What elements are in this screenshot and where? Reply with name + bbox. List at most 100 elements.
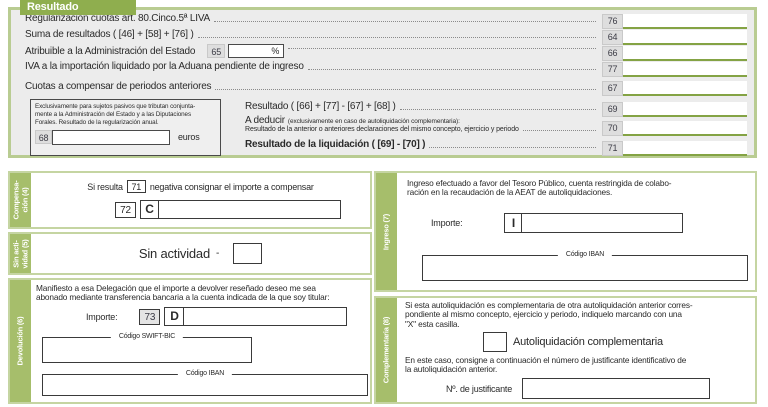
compensacion-vertical-label: Compensa- ción (4) bbox=[10, 180, 29, 220]
field-72-prefix: C bbox=[140, 200, 159, 219]
field-68-input[interactable] bbox=[52, 129, 170, 145]
ingreso-iban-input[interactable] bbox=[423, 256, 747, 280]
field-70-input[interactable] bbox=[623, 121, 747, 136]
percent-sign: % bbox=[271, 46, 280, 56]
row-atribuible-label: Atribuible a la Administración del Estad… bbox=[25, 45, 196, 57]
ingreso-text: Ingreso efectuado a favor del Tesoro Púb… bbox=[407, 178, 672, 198]
ingreso-strip: Ingreso (7) bbox=[376, 173, 397, 290]
field-66-number: 66 bbox=[602, 46, 623, 61]
ingreso-vertical-label: Ingreso (7) bbox=[381, 213, 391, 250]
complementaria-strip: Complementaria (8) bbox=[376, 298, 397, 402]
swift-bic-input[interactable] bbox=[43, 338, 251, 362]
devolucion-iban-input[interactable] bbox=[43, 375, 367, 395]
field-66-row: 66 bbox=[602, 46, 747, 62]
row-cuotas-compensar-label: Cuotas a compensar de periodos anteriore… bbox=[25, 81, 212, 92]
note-text-line3: Forales. Resultado de la regularización … bbox=[35, 118, 159, 126]
field-73-box: D bbox=[164, 307, 348, 326]
field-69-input[interactable] bbox=[623, 102, 747, 117]
devolucion-strip: Devolución (6) bbox=[10, 280, 31, 402]
field-65-input[interactable] bbox=[229, 46, 272, 56]
field-68-number: 68 bbox=[35, 130, 52, 145]
complementaria-text-bottom: En este caso, consigne a continuación el… bbox=[405, 355, 687, 375]
compensacion-text-before: Si resulta bbox=[87, 181, 123, 192]
ingreso-importe-input[interactable] bbox=[522, 214, 683, 232]
ingreso-iban-box: Código IBAN bbox=[422, 251, 748, 281]
field-70-row: 70 bbox=[602, 121, 747, 137]
field-67-row: 67 bbox=[602, 81, 747, 97]
row-resultado-69-label: Resultado ( [66] + [77] - [67] + [68] ) bbox=[245, 101, 396, 112]
field-72-box: C bbox=[140, 200, 341, 219]
field-71-number: 71 bbox=[602, 141, 623, 156]
field-76-number: 76 bbox=[602, 14, 623, 29]
row-suma-resultados: Suma de resultados ( [46] + [58] + [76] … bbox=[25, 29, 598, 40]
field-72-input[interactable] bbox=[159, 200, 341, 219]
dotted-leader bbox=[522, 130, 596, 131]
field-71-row: 71 bbox=[602, 141, 747, 157]
dotted-leader bbox=[288, 48, 596, 49]
sin-actividad-section: Sin acti- vidad (5) Sin actividad - bbox=[8, 232, 372, 275]
dotted-leader bbox=[307, 69, 596, 70]
field-67-input[interactable] bbox=[623, 81, 747, 96]
row-atribuible: Atribuible a la Administración del Estad… bbox=[25, 44, 598, 58]
row-iva-importacion: IVA a la importación liquidado por la Ad… bbox=[25, 61, 598, 72]
autoliquidacion-complementaria-checkbox[interactable] bbox=[483, 332, 507, 352]
euros-label: euros bbox=[178, 132, 200, 143]
field-68-row: 68 euros bbox=[35, 129, 216, 145]
row-regularizacion-label: Regularización cuotas art. 80.Cinco.5ª L… bbox=[25, 13, 211, 24]
resultado-section-tab: Resultado bbox=[20, 0, 136, 15]
ref-box-71: 71 bbox=[126, 180, 146, 193]
dotted-leader bbox=[399, 109, 596, 110]
compensacion-text-after: negativa consignar el importe a compensa… bbox=[149, 181, 314, 192]
row-suma-resultados-label: Suma de resultados ( [46] + [58] + [76] … bbox=[25, 29, 194, 40]
a-deducir-paren: (exclusivamente en caso de autoliquidaci… bbox=[287, 118, 460, 125]
dotted-leader bbox=[429, 147, 596, 148]
field-64-row: 64 bbox=[602, 30, 747, 46]
compensacion-instruction: Si resulta 71 negativa consignar el impo… bbox=[31, 180, 370, 193]
justificante-row: Nº. de justificante bbox=[446, 378, 711, 399]
ingreso-importe-label: Importe: bbox=[431, 218, 463, 228]
field-77-input[interactable] bbox=[623, 62, 747, 77]
sin-actividad-checkbox[interactable] bbox=[233, 243, 263, 264]
row-resultado-liquidacion-label: Resultado de la liquidación ( [69] - [70… bbox=[245, 139, 426, 150]
sin-actividad-row: Sin actividad - bbox=[31, 234, 370, 273]
justificante-label: Nº. de justificante bbox=[446, 383, 513, 394]
ingreso-importe-prefix: I bbox=[505, 214, 523, 232]
field-67-number: 67 bbox=[602, 81, 623, 96]
devolucion-iban-box: Código IBAN bbox=[42, 370, 368, 396]
compensacion-strip: Compensa- ción (4) bbox=[10, 173, 31, 227]
dotted-leader bbox=[197, 37, 596, 38]
sin-actividad-vertical-label: Sin acti- vidad (5) bbox=[10, 238, 29, 269]
ingreso-importe-row: Importe: I bbox=[431, 213, 684, 233]
complementaria-section: Complementaria (8) Si esta autoliquidaci… bbox=[374, 296, 757, 404]
field-72-number: 72 bbox=[115, 201, 136, 218]
dotted-leader bbox=[214, 21, 596, 22]
row-iva-importacion-label: IVA a la importación liquidado por la Ad… bbox=[25, 61, 304, 72]
field-76-row: 76 bbox=[602, 14, 747, 30]
field-76-input[interactable] bbox=[623, 14, 747, 29]
field-65-number: 65 bbox=[207, 44, 226, 58]
justificante-input[interactable] bbox=[522, 378, 711, 399]
note-text-line1: Exclusivamente para sujetos pasivos que … bbox=[35, 103, 196, 110]
field-64-input[interactable] bbox=[623, 30, 747, 45]
field-71-input[interactable] bbox=[623, 141, 747, 156]
complementaria-vertical-label: Complementaria (8) bbox=[381, 316, 391, 384]
compensacion-section: Compensa- ción (4) Si resulta 71 negativ… bbox=[8, 171, 372, 229]
field-73-number: 73 bbox=[139, 308, 161, 325]
devolucion-importe-label: Importe: bbox=[86, 311, 118, 322]
devolucion-iban-label: Código IBAN bbox=[177, 370, 233, 377]
note-text-line2: mente a la Administración del Estado y a… bbox=[35, 110, 192, 118]
field-65-box: % bbox=[228, 44, 285, 58]
swift-bic-box: Código SWIFT-BIC bbox=[42, 333, 252, 363]
devolucion-vertical-label: Devolución (6) bbox=[15, 316, 25, 366]
row-a-deducir: A deducir (exclusivamente en caso de aut… bbox=[245, 115, 598, 133]
field-73-input[interactable] bbox=[184, 307, 348, 326]
ingreso-section: Ingreso (7) Ingreso efectuado a favor de… bbox=[374, 171, 757, 292]
field-66-input[interactable] bbox=[623, 46, 747, 61]
row-resultado-69: Resultado ( [66] + [77] - [67] + [68] ) bbox=[245, 101, 598, 112]
field-72-row: 72 C bbox=[115, 200, 341, 219]
field-69-row: 69 bbox=[602, 102, 747, 118]
sin-actividad-label: Sin actividad bbox=[138, 246, 210, 261]
field-70-number: 70 bbox=[602, 121, 623, 136]
autoliquidacion-complementaria-label: Autoliquidación complementaria bbox=[513, 336, 663, 348]
